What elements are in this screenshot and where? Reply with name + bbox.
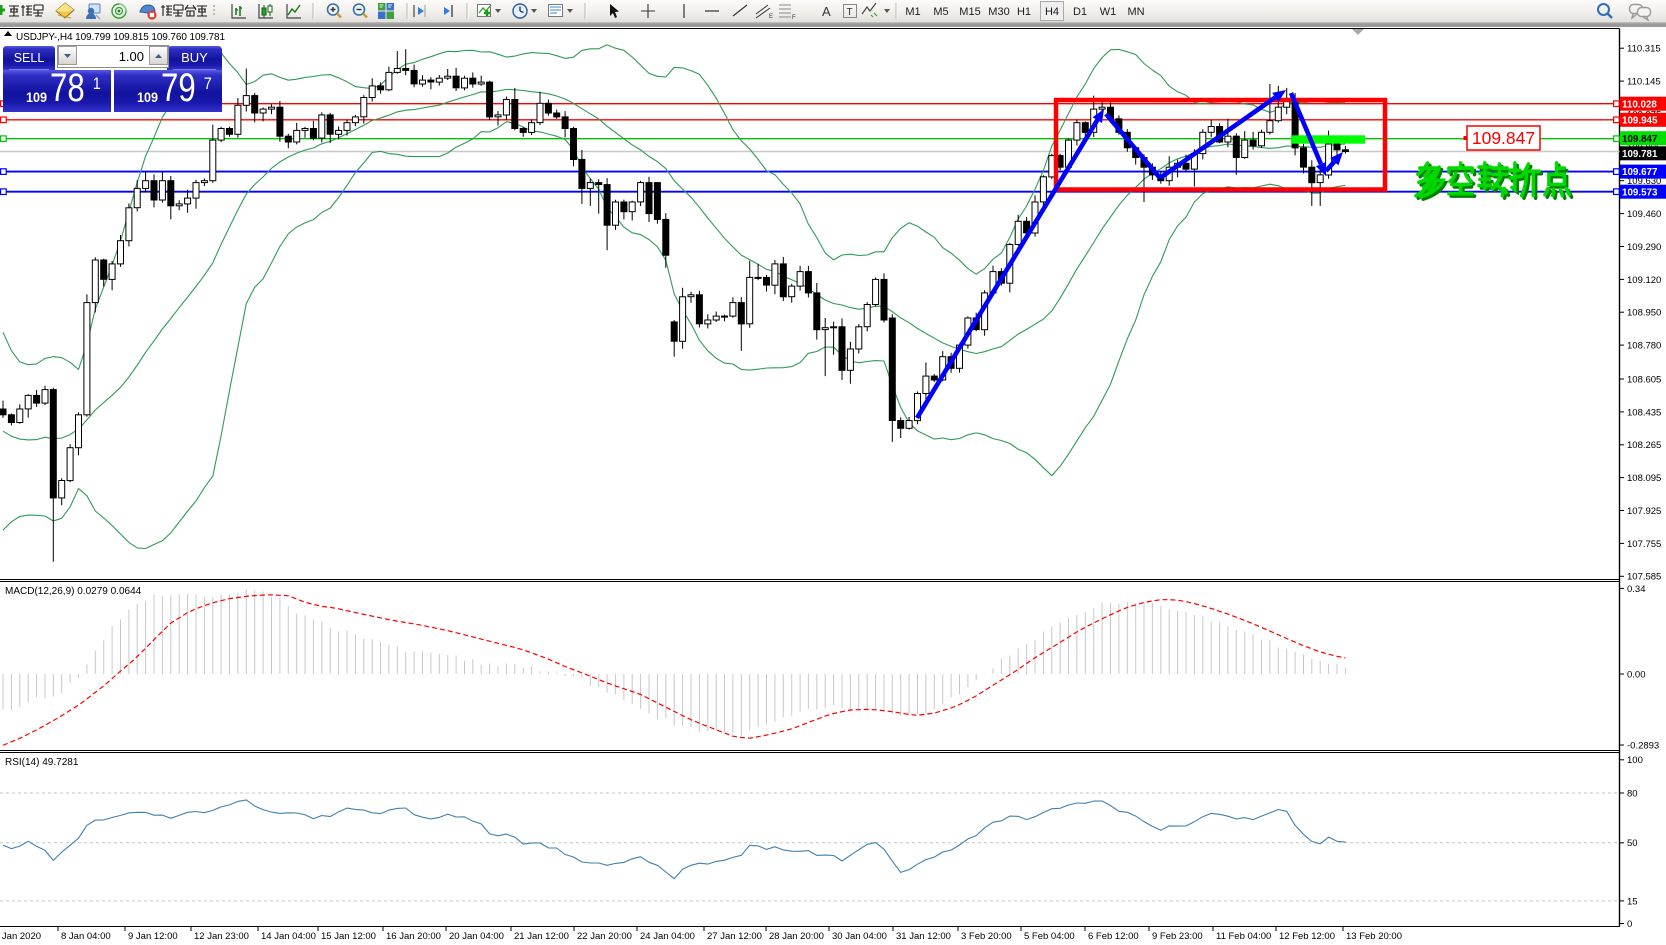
svg-text:F: F [792, 15, 796, 21]
svg-text:0: 0 [1627, 919, 1632, 930]
svg-text:D1: D1 [1073, 6, 1087, 18]
svg-text:H4: H4 [1045, 6, 1059, 18]
svg-text:0.34: 0.34 [1627, 584, 1646, 595]
svg-text:108.435: 108.435 [1627, 407, 1661, 418]
svg-text:M30: M30 [988, 6, 1009, 18]
svg-text:6 Jan 2020: 6 Jan 2020 [0, 931, 41, 942]
svg-text:15 Jan 12:00: 15 Jan 12:00 [321, 931, 376, 942]
svg-text:107.585: 107.585 [1627, 572, 1661, 583]
svg-text:12 Jan 23:00: 12 Jan 23:00 [194, 931, 249, 942]
svg-text:109.573: 109.573 [1622, 187, 1658, 198]
svg-text:16 Jan 20:00: 16 Jan 20:00 [386, 931, 441, 942]
svg-text:109.781: 109.781 [1622, 149, 1658, 160]
svg-text:E: E [769, 14, 773, 20]
svg-text:T: T [847, 7, 853, 18]
svg-text:110.145: 110.145 [1627, 77, 1661, 88]
svg-text:27 Jan 12:00: 27 Jan 12:00 [707, 931, 762, 942]
svg-text:22 Jan 20:00: 22 Jan 20:00 [577, 931, 632, 942]
svg-text:109.945: 109.945 [1622, 115, 1658, 126]
svg-text:109.630: 109.630 [1627, 176, 1661, 187]
svg-text:109.847: 109.847 [1472, 128, 1535, 148]
svg-text:M1: M1 [905, 6, 920, 18]
svg-text:9 Jan 12:00: 9 Jan 12:00 [128, 931, 178, 942]
svg-text:W1: W1 [1100, 6, 1117, 18]
svg-text:RSI(14) 49.7281: RSI(14) 49.7281 [5, 757, 79, 768]
svg-text:13 Feb 20:00: 13 Feb 20:00 [1346, 931, 1402, 942]
svg-text:15: 15 [1627, 896, 1638, 907]
svg-text:H1: H1 [1017, 6, 1031, 18]
svg-text:9 Feb 23:00: 9 Feb 23:00 [1152, 931, 1203, 942]
svg-text:109.847: 109.847 [1622, 134, 1658, 145]
svg-text:109.460: 109.460 [1627, 209, 1661, 220]
svg-text:MN: MN [1127, 6, 1144, 18]
svg-text:A: A [822, 4, 831, 19]
svg-text:3 Feb 20:00: 3 Feb 20:00 [961, 931, 1012, 942]
svg-text:107.925: 107.925 [1627, 506, 1661, 517]
svg-text:110.315: 110.315 [1627, 44, 1661, 55]
svg-text:20 Jan 04:00: 20 Jan 04:00 [449, 931, 504, 942]
svg-text:5 Feb 04:00: 5 Feb 04:00 [1024, 931, 1075, 942]
svg-text:28 Jan 20:00: 28 Jan 20:00 [769, 931, 824, 942]
svg-text:6 Feb 12:00: 6 Feb 12:00 [1088, 931, 1139, 942]
svg-text:M15: M15 [959, 6, 980, 18]
svg-text:0.00: 0.00 [1627, 669, 1646, 680]
svg-text:USDJPY-,H4 109.799 109.815 10: USDJPY-,H4 109.799 109.815 109.760 109.7… [16, 32, 225, 43]
svg-text:21 Jan 12:00: 21 Jan 12:00 [514, 931, 569, 942]
svg-text:108.265: 108.265 [1627, 440, 1661, 451]
svg-text:107.755: 107.755 [1627, 539, 1661, 550]
svg-text:110.028: 110.028 [1622, 99, 1657, 110]
svg-text:109.120: 109.120 [1627, 275, 1661, 286]
svg-text:31 Jan 12:00: 31 Jan 12:00 [896, 931, 951, 942]
svg-text:108.095: 108.095 [1627, 473, 1661, 484]
svg-text:109.290: 109.290 [1627, 242, 1661, 253]
svg-text:30 Jan 04:00: 30 Jan 04:00 [832, 931, 887, 942]
svg-text:109.677: 109.677 [1622, 167, 1658, 178]
svg-text:108.780: 108.780 [1627, 341, 1661, 352]
svg-text:M5: M5 [933, 6, 948, 18]
svg-text:108.605: 108.605 [1627, 374, 1661, 385]
svg-text:8 Jan 04:00: 8 Jan 04:00 [61, 931, 111, 942]
svg-text:100: 100 [1627, 755, 1643, 766]
svg-text:108.950: 108.950 [1627, 308, 1661, 319]
svg-text:80: 80 [1627, 788, 1638, 799]
svg-text:50: 50 [1627, 838, 1638, 849]
svg-text:14 Jan 04:00: 14 Jan 04:00 [261, 931, 316, 942]
svg-text:MACD(12,26,9) 0.0279 0.0644: MACD(12,26,9) 0.0279 0.0644 [5, 586, 142, 597]
svg-text:12 Feb 12:00: 12 Feb 12:00 [1279, 931, 1335, 942]
svg-text:24 Jan 04:00: 24 Jan 04:00 [640, 931, 695, 942]
svg-text:-0.2893: -0.2893 [1627, 740, 1659, 751]
svg-text:11 Feb 04:00: 11 Feb 04:00 [1216, 931, 1271, 942]
